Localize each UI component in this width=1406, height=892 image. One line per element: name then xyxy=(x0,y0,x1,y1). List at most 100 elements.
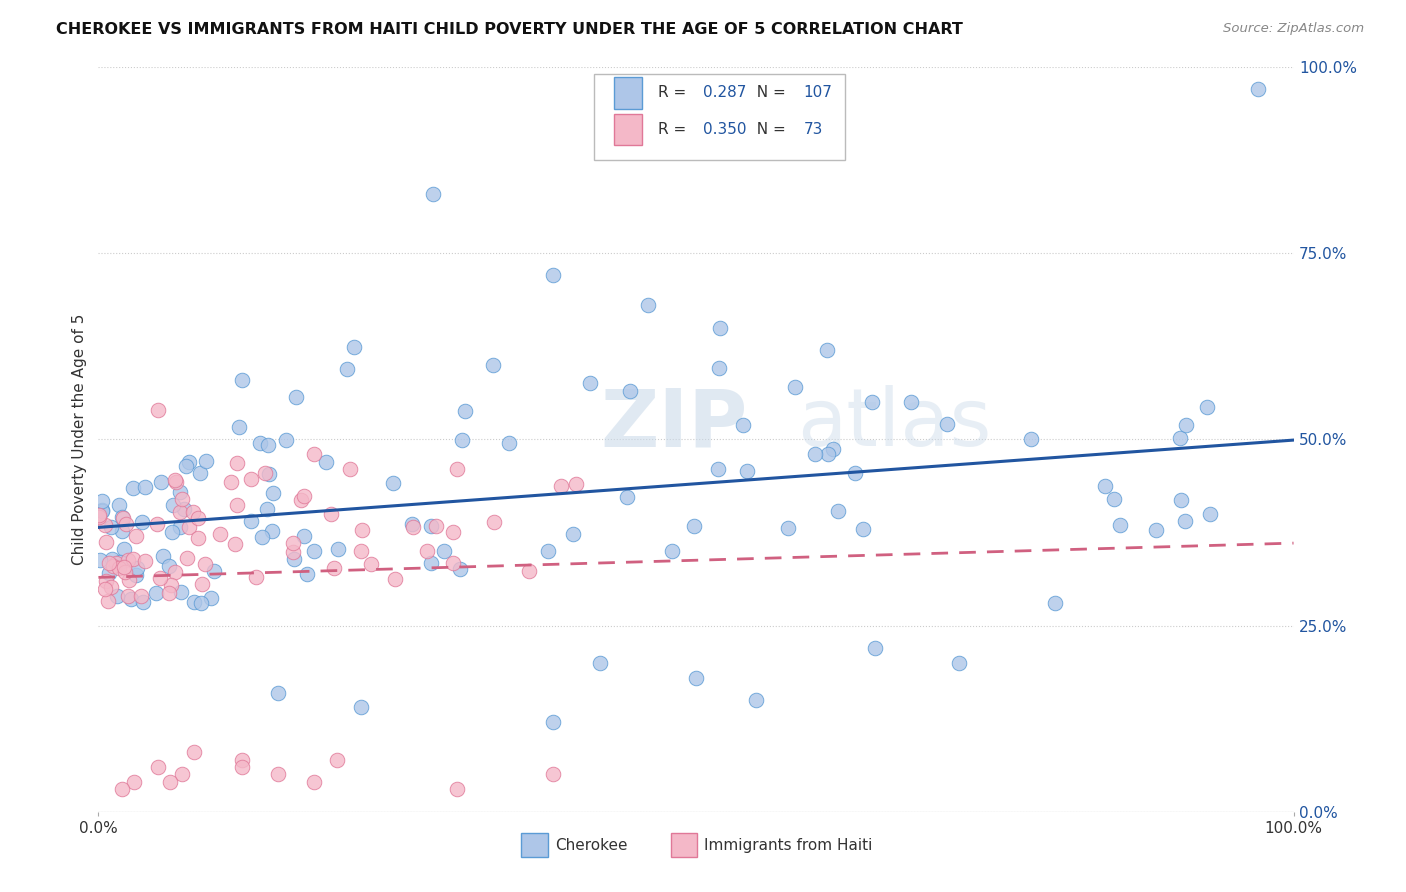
Point xyxy=(202,564,225,578)
Point xyxy=(817,447,839,461)
Point xyxy=(231,760,253,774)
Point xyxy=(707,462,730,476)
Point xyxy=(292,489,315,503)
Point xyxy=(250,530,273,544)
Point xyxy=(149,571,172,585)
Point xyxy=(118,573,141,587)
Point xyxy=(481,358,505,372)
Point xyxy=(97,594,120,608)
Point xyxy=(240,472,263,486)
Point xyxy=(239,514,262,528)
Point xyxy=(191,576,214,591)
Point xyxy=(254,466,277,480)
Point xyxy=(162,524,184,539)
Point xyxy=(292,528,315,542)
Text: atlas: atlas xyxy=(797,385,991,464)
Point xyxy=(565,477,588,491)
Point xyxy=(709,320,731,334)
Point xyxy=(188,466,211,480)
Point xyxy=(169,505,191,519)
Point xyxy=(804,447,827,461)
Point xyxy=(187,531,209,545)
Point xyxy=(865,640,887,655)
Point xyxy=(683,519,706,533)
Point xyxy=(449,562,471,576)
Point xyxy=(360,557,382,571)
Point xyxy=(1195,400,1218,414)
Text: Source: ZipAtlas.com: Source: ZipAtlas.com xyxy=(1223,22,1364,36)
Point xyxy=(179,455,201,469)
Point xyxy=(159,775,181,789)
Point xyxy=(420,556,443,570)
Point xyxy=(1199,507,1222,521)
Point xyxy=(114,565,136,579)
Point xyxy=(381,475,404,490)
Point xyxy=(257,438,280,452)
Text: Cherokee: Cherokee xyxy=(555,838,627,853)
Point xyxy=(731,417,754,432)
Point xyxy=(441,556,464,570)
Point xyxy=(89,553,111,567)
Point xyxy=(416,544,439,558)
Point xyxy=(685,671,707,685)
Point xyxy=(1019,433,1042,447)
Point xyxy=(302,447,325,461)
Point xyxy=(827,503,849,517)
Point xyxy=(90,504,112,518)
Point xyxy=(281,535,304,549)
Point xyxy=(315,455,337,469)
Point xyxy=(194,557,217,571)
Point xyxy=(1104,491,1126,506)
Point xyxy=(451,433,474,447)
Point xyxy=(290,492,312,507)
Point xyxy=(163,473,186,487)
Point xyxy=(124,775,146,789)
Point xyxy=(105,589,128,603)
Point xyxy=(169,520,191,534)
Point xyxy=(267,767,290,781)
Point xyxy=(101,551,124,566)
Point xyxy=(170,585,193,599)
Point xyxy=(302,544,325,558)
Point xyxy=(579,376,602,390)
Point xyxy=(111,524,134,538)
Point xyxy=(224,537,246,551)
Point xyxy=(823,442,845,456)
Point xyxy=(1174,514,1197,528)
FancyBboxPatch shape xyxy=(671,833,697,857)
Point xyxy=(517,564,540,578)
Point xyxy=(91,503,114,517)
Point xyxy=(183,595,205,609)
Point xyxy=(172,767,194,781)
Point xyxy=(228,420,250,434)
Point xyxy=(183,745,205,759)
Point xyxy=(231,753,253,767)
Point xyxy=(401,519,423,533)
Point xyxy=(352,523,374,537)
Point xyxy=(256,502,278,516)
Point xyxy=(103,559,125,574)
Point xyxy=(146,517,169,532)
Point xyxy=(541,767,564,781)
Point xyxy=(200,591,222,606)
Point xyxy=(537,544,560,558)
Point xyxy=(326,753,349,767)
Point xyxy=(295,567,318,582)
Point xyxy=(616,490,638,504)
Point xyxy=(262,485,284,500)
Point xyxy=(98,556,121,570)
Point xyxy=(174,459,197,474)
Point xyxy=(1094,479,1116,493)
Point xyxy=(117,552,139,566)
Point xyxy=(209,527,232,541)
Point xyxy=(96,535,118,549)
Text: 107: 107 xyxy=(804,86,832,101)
Point xyxy=(231,373,253,387)
Point xyxy=(443,525,465,540)
Point xyxy=(350,700,373,714)
Point xyxy=(183,505,205,519)
Point xyxy=(121,552,143,566)
Point xyxy=(97,566,120,580)
FancyBboxPatch shape xyxy=(522,833,548,857)
Point xyxy=(433,543,456,558)
